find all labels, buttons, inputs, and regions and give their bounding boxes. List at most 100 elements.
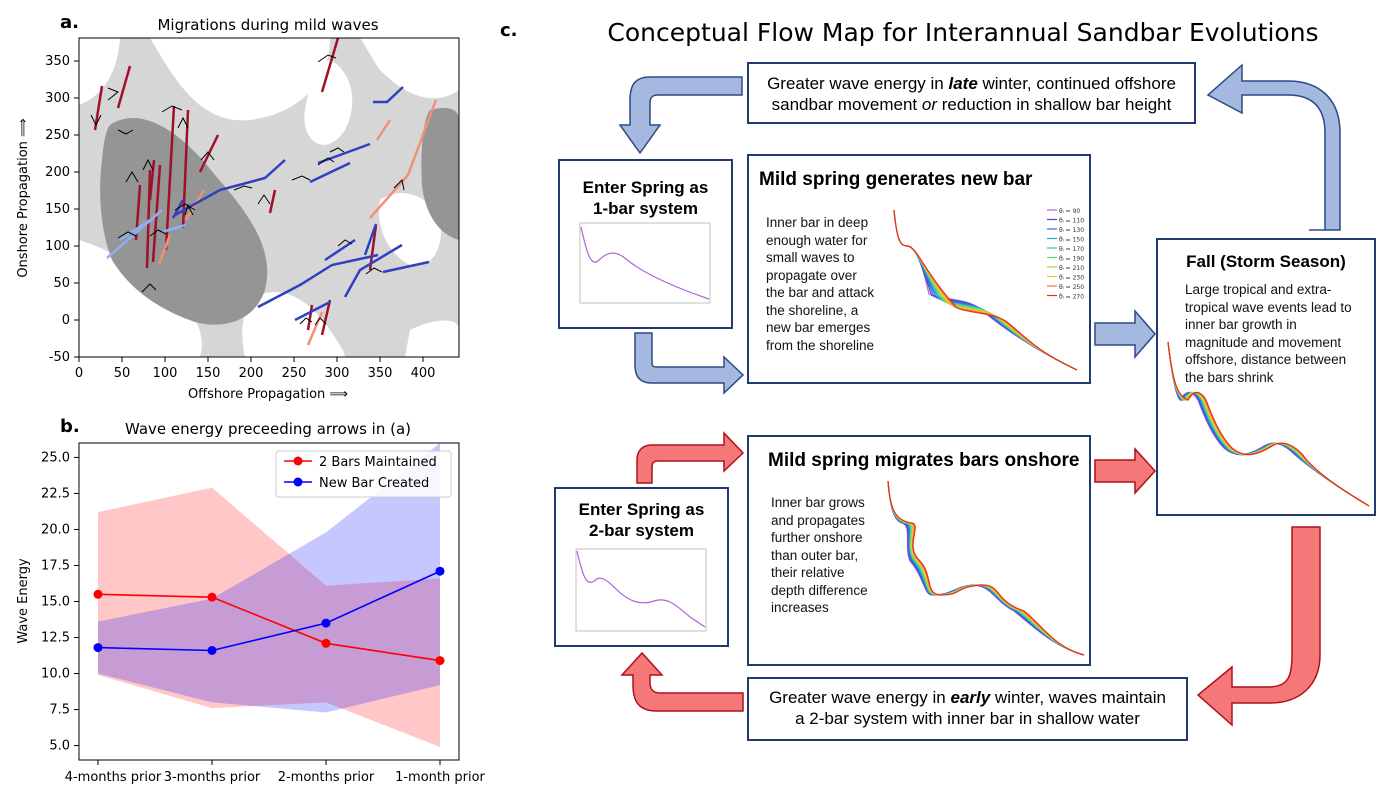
body-line: increases bbox=[771, 600, 829, 615]
enter-2bar-box: Enter Spring as 2-bar system bbox=[554, 487, 729, 647]
panel-a-y-ticks: -50 0 50 100 150 200 250 300 350 bbox=[45, 54, 79, 365]
xtick-label: 3-months prior bbox=[164, 770, 261, 785]
early-winter-text-3: a 2-bar system with inner bar in shallow… bbox=[795, 709, 1140, 728]
panel-a-xtick: 100 bbox=[153, 366, 178, 381]
body-line: the bar and attack bbox=[766, 285, 875, 300]
data-point bbox=[435, 656, 445, 666]
panel-a-xtick: 250 bbox=[282, 366, 307, 381]
enter-1bar-title-1: Enter Spring as bbox=[582, 178, 709, 197]
panel-b-letter: b. bbox=[60, 416, 80, 437]
ytick-label: 25.0 bbox=[41, 450, 70, 465]
late-winter-text-2: winter, continued offshore bbox=[977, 74, 1176, 93]
late-emphasis: late bbox=[948, 74, 978, 93]
xtick-label: 1-month prior bbox=[395, 770, 485, 785]
profile-curve bbox=[1167, 341, 1370, 507]
body-line: the bars shrink bbox=[1185, 369, 1274, 385]
panel-a-chart: Migrations during mild waves bbox=[16, 16, 460, 402]
profile-curve bbox=[1167, 341, 1370, 507]
mild-migrate-body: Inner bar grows and propagates further o… bbox=[771, 494, 868, 617]
fall-title: Fall (Storm Season) bbox=[1186, 252, 1346, 271]
panel-a-x-ticks: 0 50 100 150 200 250 300 350 400 bbox=[75, 357, 436, 381]
enter-2bar-title-1: Enter Spring as bbox=[578, 500, 705, 519]
xtick-label: 2-months prior bbox=[278, 770, 375, 785]
legend-label: θᵢ = 270 bbox=[1059, 294, 1084, 301]
panel-b-ylabel: Wave Energy bbox=[16, 558, 31, 644]
ytick-label: 22.5 bbox=[41, 486, 70, 501]
panel-a-migration-arrows bbox=[90, 38, 438, 346]
profile-curve bbox=[893, 209, 1078, 371]
panel-a-xtick: 150 bbox=[196, 366, 221, 381]
panel-a-letter: a. bbox=[60, 12, 79, 33]
arrow-fall-to-top bbox=[1206, 63, 1341, 231]
late-winter-text-3: sandbar movement bbox=[771, 95, 922, 114]
panel-a-background-regions bbox=[79, 38, 459, 357]
profile-curve bbox=[893, 209, 1078, 371]
early-winter-text-1: Greater wave energy in bbox=[769, 688, 951, 707]
profile-curve bbox=[893, 209, 1078, 371]
panel-a-ytick: 100 bbox=[45, 239, 70, 254]
ytick-label: 10.0 bbox=[41, 667, 70, 682]
profile-curve bbox=[893, 209, 1078, 371]
body-line: depth difference bbox=[771, 582, 868, 598]
legend-label: θᵢ = 110 bbox=[1059, 218, 1084, 225]
profile-curve bbox=[1167, 341, 1370, 507]
profile-curve bbox=[887, 480, 1085, 656]
series-line-1 bbox=[97, 570, 441, 652]
profile-curve bbox=[893, 209, 1078, 371]
body-line: and propagates bbox=[771, 512, 865, 528]
mild-new-bar-title: Mild spring generates new bar bbox=[759, 169, 1033, 190]
late-winter-box: Greater wave energy in late winter, cont… bbox=[747, 62, 1196, 124]
xtick-label: 4-months prior bbox=[65, 770, 162, 785]
early-winter-text-2: winter, waves maintain bbox=[990, 688, 1166, 707]
profile-curve bbox=[1167, 341, 1370, 507]
profile-curve bbox=[1167, 341, 1370, 507]
fall-body: Large tropical and extra- tropical wave … bbox=[1185, 281, 1352, 386]
legend-label: θᵢ = 250 bbox=[1059, 284, 1084, 291]
flow-arrows bbox=[618, 63, 1341, 727]
panel-a-ytick: 50 bbox=[53, 276, 70, 291]
arrow-top-left-down bbox=[618, 76, 743, 155]
panel-b-legend: 2 Bars Maintained New Bar Created bbox=[275, 450, 452, 498]
data-point bbox=[435, 566, 445, 576]
ytick-label: 15.0 bbox=[41, 595, 70, 610]
arrow-enter2-to-migrate bbox=[636, 431, 745, 484]
panel-a-xtick: 400 bbox=[411, 366, 436, 381]
profile-curve bbox=[893, 209, 1078, 371]
data-point bbox=[207, 645, 217, 655]
profile-curve bbox=[1167, 341, 1370, 507]
panel-a-title: Migrations during mild waves bbox=[157, 16, 378, 34]
panel-a-xtick: 0 bbox=[75, 366, 83, 381]
early-emphasis: early bbox=[950, 688, 991, 707]
body-line: inner bar growth in bbox=[1185, 317, 1297, 332]
panel-a-ytick: 250 bbox=[45, 128, 70, 143]
panel-a-ytick: 350 bbox=[45, 54, 70, 69]
panel-a-ytick: 150 bbox=[45, 202, 70, 217]
ytick-label: 12.5 bbox=[41, 631, 70, 646]
legend-label: θᵢ = 190 bbox=[1059, 256, 1084, 263]
profile-curve bbox=[1167, 341, 1370, 507]
fall-box: Fall (Storm Season) Large tropical and e… bbox=[1156, 238, 1376, 516]
panel-a-ylabel: Onshore Propagation ⟹ bbox=[16, 118, 31, 277]
enter-2bar-title-2: 2-bar system bbox=[589, 521, 694, 540]
data-point bbox=[93, 589, 103, 599]
panel-a-xtick: 350 bbox=[368, 366, 393, 381]
legend-label: θᵢ = 130 bbox=[1059, 227, 1084, 234]
panel-a-xtick: 200 bbox=[239, 366, 264, 381]
body-line: new bar emerges bbox=[766, 320, 871, 335]
data-point bbox=[93, 643, 103, 653]
profile-curve bbox=[893, 209, 1078, 371]
panel-b-title: Wave energy preceeding arrows in (a) bbox=[125, 420, 411, 438]
legend-label: θᵢ = 150 bbox=[1059, 237, 1084, 244]
profile-curve bbox=[1167, 341, 1370, 507]
ytick-label: 7.5 bbox=[49, 703, 70, 718]
late-winter-text-1: Greater wave energy in bbox=[767, 74, 949, 93]
panel-a-xlabel: Offshore Propagation ⟹ bbox=[188, 387, 348, 402]
arrow-enter1-to-mild bbox=[634, 332, 745, 395]
legend-label: θᵢ = 90 bbox=[1059, 208, 1080, 215]
panel-c-letter: c. bbox=[500, 20, 518, 41]
body-line: Large tropical and extra- bbox=[1185, 282, 1332, 297]
body-line: Inner bar in deep bbox=[766, 215, 869, 230]
band-1 bbox=[98, 443, 440, 713]
one-bar-profile-plot bbox=[579, 222, 711, 304]
body-line: enough water for bbox=[766, 232, 868, 248]
